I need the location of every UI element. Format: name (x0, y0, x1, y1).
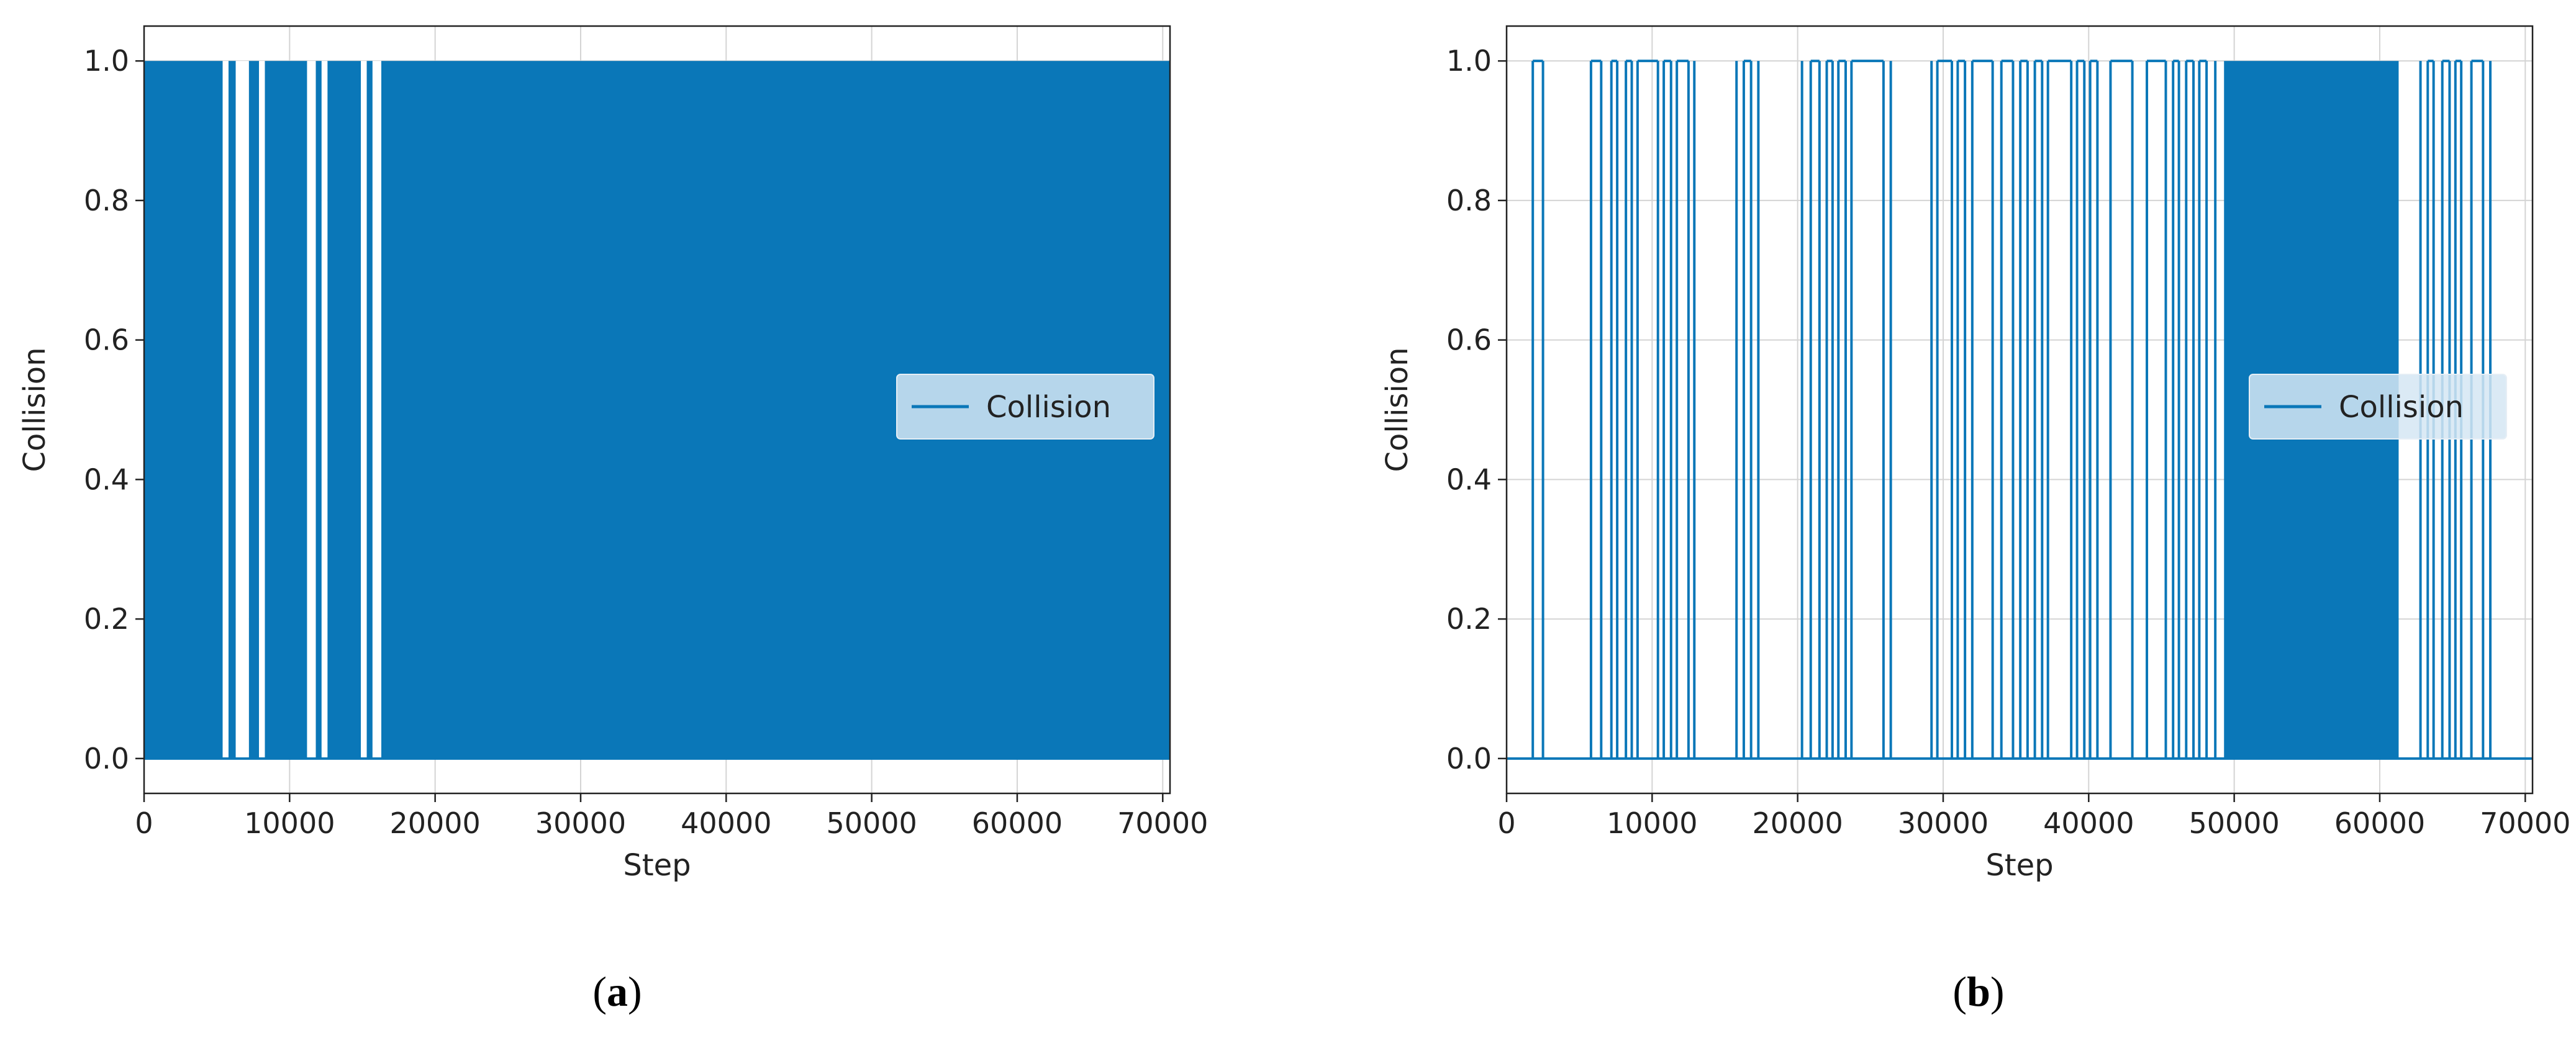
caption-close-paren: ) (628, 968, 642, 1015)
y-tick-label-1: 0.2 (1446, 602, 1492, 636)
collision-dense-block-4 (315, 61, 322, 759)
collision-gap-2 (259, 61, 265, 757)
chart-panel-b: 0 10000 20000 30000 40000 50000 60000 70000 Step… (1380, 25, 2570, 1015)
x-axis: 0 10000 20000 30000 40000 50000 60000 70000 Step (1497, 793, 2570, 883)
y-tick-label-5: 1.0 (1446, 44, 1492, 78)
y-axis: 0.0 0.2 0.4 0.6 0.8 1.0 Collision (1380, 44, 1507, 775)
chart-panel-a: 0 10000 20000 30000 40000 50000 60000 70000 Step… (17, 25, 1208, 1015)
collision-gap-6 (372, 61, 381, 757)
legend-box (896, 374, 1154, 440)
legend: Collision (2249, 374, 2507, 440)
y-axis-label: Collision (1380, 347, 1415, 472)
plot-frame (143, 25, 1171, 795)
x-tick-label-7: 70000 (2480, 806, 2570, 840)
y-axis: 0.0 0.2 0.4 0.6 0.8 1.0 Collision (17, 44, 144, 775)
x-tick-label-3: 30000 (1898, 806, 1989, 840)
y-tick-label-4: 0.8 (1446, 184, 1492, 217)
y-tick-label-0: 0.0 (1446, 742, 1492, 775)
collision-gap-0 (222, 61, 229, 757)
x-axis: 0 10000 20000 30000 40000 50000 60000 70000 Step (135, 793, 1208, 883)
x-tick-label-7: 70000 (1117, 806, 1208, 840)
collision-dense-block-0 (144, 61, 223, 759)
panel-caption: (b) (1952, 968, 2004, 1015)
caption-open-paren: ( (592, 968, 607, 1015)
y-tick-label-0: 0.0 (84, 742, 129, 775)
x-tick-label-0: 0 (135, 806, 153, 840)
y-tick-label-5: 1.0 (84, 44, 129, 78)
collision-gap-4 (321, 61, 328, 757)
caption-open-paren: ( (1952, 968, 1967, 1015)
x-tick-label-0: 0 (1497, 806, 1515, 840)
legend-box (2249, 374, 2507, 440)
x-axis-label: Step (1985, 848, 2053, 883)
y-axis-label: Collision (17, 347, 52, 472)
x-tick-label-5: 50000 (2188, 806, 2279, 840)
legend-label: Collision (2339, 390, 2464, 425)
collision-gap-1 (235, 61, 249, 757)
plot-frame (1505, 25, 2534, 795)
collision-dense-block-3 (265, 61, 307, 759)
x-tick-label-4: 40000 (2043, 806, 2134, 840)
x-tick-label-6: 60000 (2334, 806, 2425, 840)
caption-letter: b (1967, 968, 1990, 1015)
caption-letter: a (607, 968, 628, 1015)
x-axis-label: Step (623, 848, 691, 883)
x-tick-label-1: 10000 (1607, 806, 1697, 840)
legend-label: Collision (986, 390, 1111, 425)
x-tick-label-2: 20000 (389, 806, 480, 840)
x-tick-label-1: 10000 (244, 806, 335, 840)
legend: Collision (896, 374, 1154, 440)
x-tick-label-6: 60000 (972, 806, 1063, 840)
panel-caption: (a) (592, 968, 642, 1015)
x-tick-label-5: 50000 (826, 806, 917, 840)
y-tick-label-2: 0.4 (1446, 463, 1492, 496)
collision-gap-3 (307, 61, 316, 757)
y-tick-label-4: 0.8 (84, 184, 129, 217)
collision-dense-block-2 (248, 61, 260, 759)
y-tick-label-3: 0.6 (84, 323, 129, 357)
collision-gap-5 (361, 61, 367, 757)
x-tick-label-3: 30000 (535, 806, 626, 840)
x-tick-label-2: 20000 (1752, 806, 1843, 840)
collision-dense-block-1 (228, 61, 236, 759)
x-tick-label-4: 40000 (681, 806, 771, 840)
caption-close-paren: ) (1990, 968, 2005, 1015)
collision-dense-block-6 (366, 61, 373, 759)
y-tick-label-3: 0.6 (1446, 323, 1492, 357)
y-tick-label-2: 0.4 (84, 463, 129, 496)
y-tick-label-1: 0.2 (84, 602, 129, 636)
collision-dense-block-5 (327, 61, 361, 759)
